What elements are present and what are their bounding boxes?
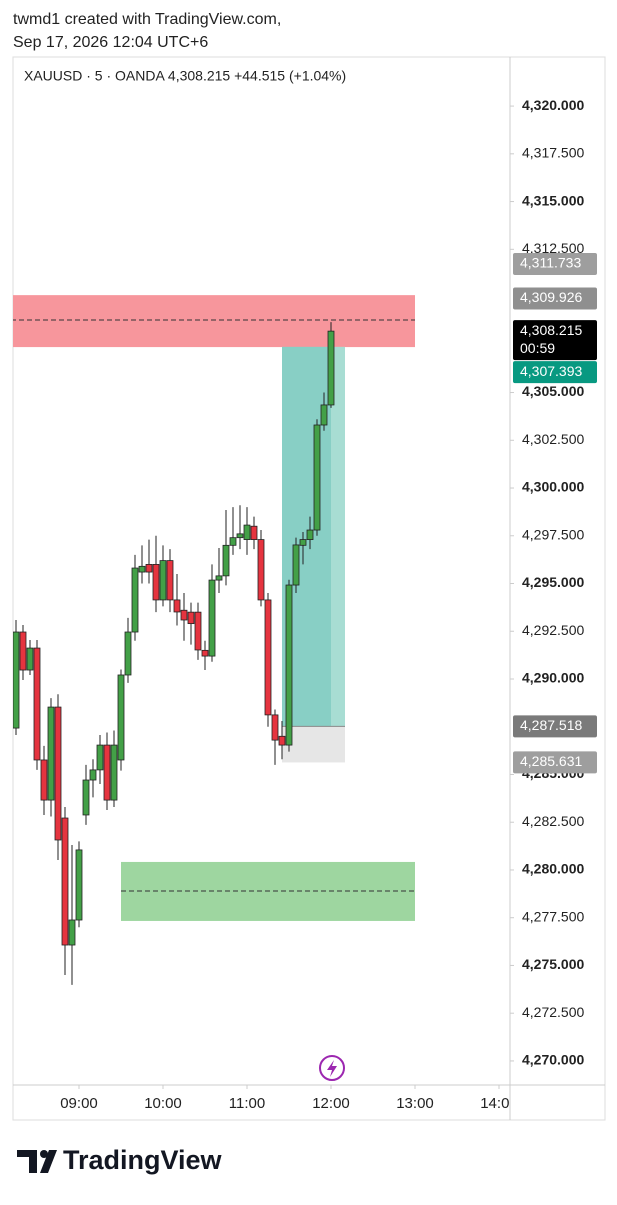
candle-body — [257, 539, 265, 601]
candle-body — [145, 564, 153, 573]
candle-body — [96, 744, 104, 771]
y-tick-label: 4,290.000 — [522, 670, 584, 686]
time-axis: 09:00 10:00 11:00 12:00 13:00 14:00 — [60, 1085, 518, 1112]
candle-body — [68, 919, 76, 946]
candle-body — [124, 631, 132, 676]
candle-body — [327, 330, 335, 406]
candle-body — [306, 529, 314, 540]
brand-logo — [17, 1150, 57, 1173]
y-tick-label: 4,272.500 — [522, 1004, 584, 1020]
candle-body — [61, 817, 69, 946]
candle-body — [243, 524, 251, 540]
y-tick-label: 4,312.500 — [522, 240, 584, 256]
candle-body — [89, 769, 97, 781]
y-tick-label: 4,300.000 — [522, 479, 584, 495]
y-tick-label: 4,317.500 — [522, 145, 584, 161]
header-line: twmd1 created with TradingView.com, — [13, 11, 281, 28]
candle-body — [40, 759, 48, 801]
price-tag — [513, 287, 597, 310]
candle-body — [19, 631, 27, 671]
x-tick-label: 11:00 — [229, 1095, 265, 1112]
y-tick-label: 4,302.500 — [522, 431, 584, 447]
candle-body — [131, 567, 139, 633]
plot-area — [13, 295, 415, 985]
candle-body — [166, 560, 174, 601]
candle-body — [47, 706, 55, 801]
candle-body — [110, 744, 118, 801]
price-tag-label: 4,287.518 — [520, 717, 582, 733]
candle-body — [236, 533, 244, 539]
brand-name: TradingView — [63, 1145, 223, 1175]
candle-body — [82, 779, 90, 816]
y-tick-label: 4,280.000 — [522, 861, 584, 877]
candle-body — [250, 525, 258, 540]
y-tick-label: 4,277.500 — [522, 908, 584, 924]
price-tag-label: 4,311.733 — [520, 255, 581, 271]
x-tick-label: 14:00 — [480, 1095, 518, 1112]
y-tick-label: 4,270.000 — [522, 1052, 584, 1068]
candle-body — [264, 599, 272, 716]
y-tick-label: 4,305.000 — [522, 383, 584, 399]
candle-body — [159, 560, 167, 601]
candle-body — [187, 611, 195, 625]
y-tick-label: 4,297.500 — [522, 526, 584, 542]
candle-body — [208, 579, 216, 657]
zone — [13, 295, 415, 348]
candle-body — [13, 631, 20, 729]
position-loss — [282, 726, 345, 763]
candle-body — [278, 735, 286, 746]
y-tick-label: 4,315.000 — [522, 192, 584, 208]
price-tag — [513, 751, 597, 774]
candle-body — [180, 609, 188, 621]
header-line: Sep 17, 2026 12:04 UTC+6 — [13, 34, 208, 51]
candle-body — [103, 744, 111, 801]
candle-body — [75, 849, 83, 921]
candle-body — [26, 647, 34, 671]
x-tick-label: 13:00 — [396, 1095, 434, 1112]
price-tag-label: 4,307.393 — [520, 363, 582, 379]
candle-body — [54, 706, 62, 841]
price-tag — [513, 320, 597, 361]
alert-icon — [319, 1055, 345, 1081]
x-tick-label: 12:00 — [312, 1095, 350, 1112]
candle-body — [173, 599, 181, 613]
y-tick-label: 4,295.000 — [522, 574, 584, 590]
x-tick-label: 09:00 — [60, 1095, 98, 1112]
candle-body — [299, 539, 307, 546]
candle-body — [138, 565, 146, 573]
candle-body — [201, 649, 209, 657]
candle-body — [152, 564, 160, 601]
x-tick-label: 10:00 — [144, 1095, 182, 1112]
price-tag — [513, 361, 597, 384]
price-axis: 4,270.000 4,272.500 4,275.000 4,277.500 4,28… — [510, 97, 597, 1068]
price-tag — [513, 252, 597, 275]
candle-body — [33, 647, 41, 761]
countdown: 00:59 — [520, 340, 555, 356]
chart-title: XAUUSD · 5 · OANDA 4,308.215 +44.515 (+1… — [24, 68, 346, 84]
candle-body — [117, 674, 125, 761]
candle-body — [194, 611, 202, 651]
price-tag-label: 4,308.215 — [520, 322, 582, 338]
candle-body — [313, 424, 321, 531]
y-tick-label: 4,320.000 — [522, 97, 584, 113]
candle-body — [222, 544, 230, 577]
y-tick-label: 4,292.500 — [522, 622, 584, 638]
candle-body — [215, 575, 223, 581]
y-tick-label: 4,282.500 — [522, 813, 584, 829]
candle-body — [320, 404, 328, 426]
y-tick-label: 4,275.000 — [522, 956, 584, 972]
candle-body — [271, 714, 279, 741]
candle-body — [292, 544, 300, 586]
price-tag-label: 4,309.926 — [520, 289, 582, 305]
candle-body — [229, 537, 237, 546]
price-tag — [513, 715, 597, 738]
position-profit — [282, 346, 345, 727]
candle-body — [285, 584, 293, 746]
chart-frame — [12, 56, 606, 1121]
price-tag-label: 4,285.631 — [520, 753, 582, 769]
